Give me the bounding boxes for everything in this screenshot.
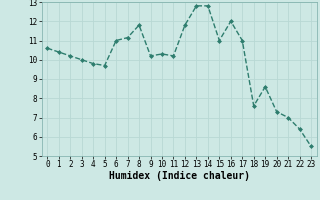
- X-axis label: Humidex (Indice chaleur): Humidex (Indice chaleur): [109, 171, 250, 181]
